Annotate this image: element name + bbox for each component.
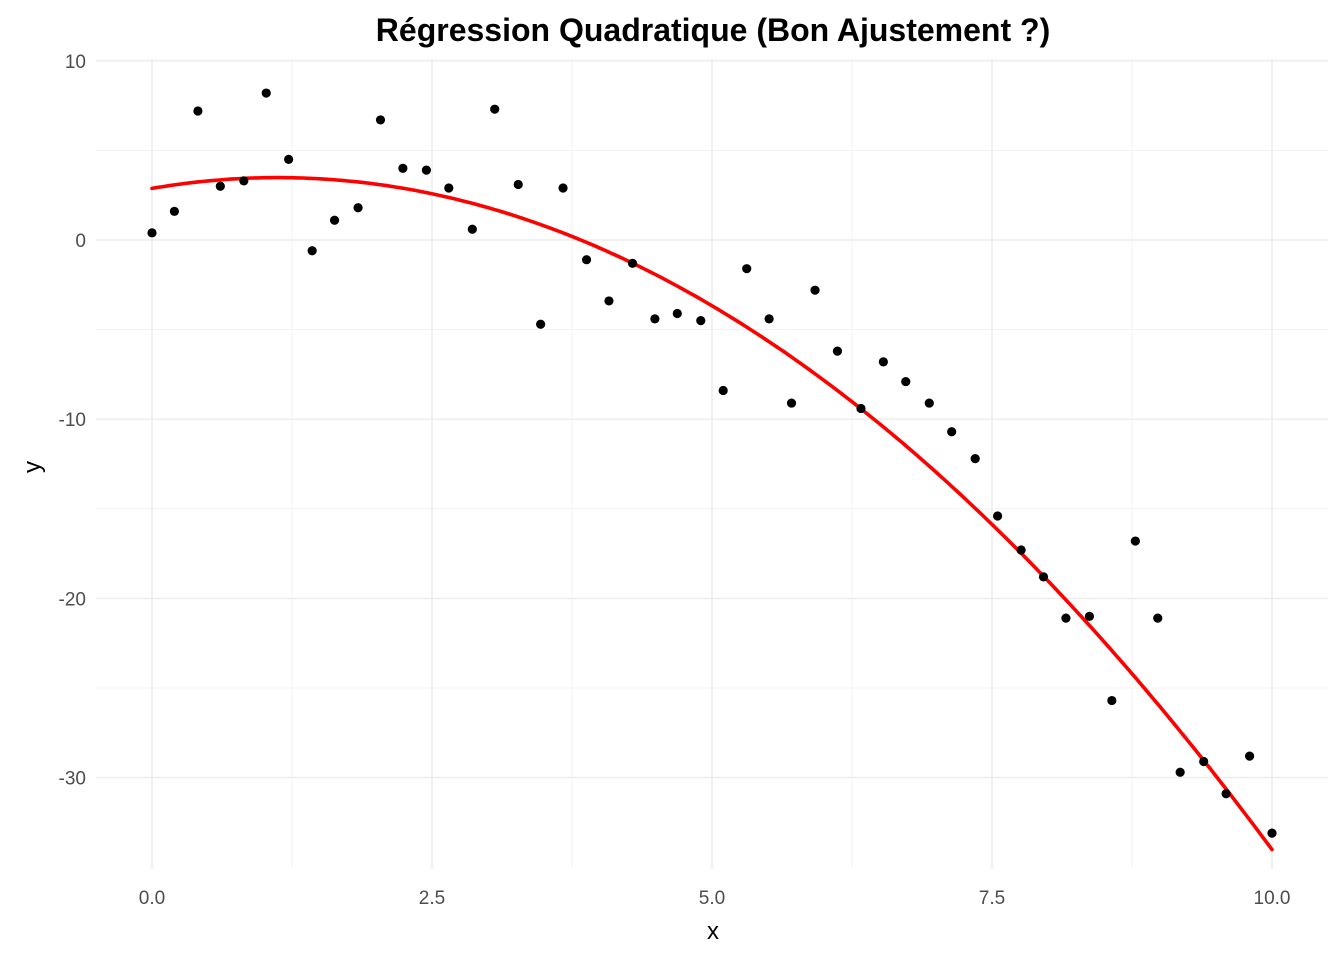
y-axis-label: y [19, 461, 46, 473]
data-point [375, 115, 386, 125]
data-point [490, 104, 500, 114]
y-tick-label: 10 [65, 52, 86, 73]
data-point [1245, 751, 1255, 761]
data-point [1199, 756, 1209, 767]
data-point [696, 316, 706, 326]
data-point [329, 215, 340, 225]
data-point [1061, 613, 1071, 623]
data-point [718, 385, 728, 396]
data-point [993, 511, 1003, 521]
data-point [353, 203, 363, 213]
y-axis-ticks: 10 0 -10 -20 -30 [59, 52, 86, 790]
data-point [924, 398, 934, 408]
x-tick-label: 10.0 [1254, 888, 1291, 909]
fit-line [150, 175, 1274, 852]
x-tick-label: 7.5 [979, 888, 1005, 909]
data-point [1038, 572, 1049, 582]
data-point [970, 454, 980, 464]
data-point [239, 176, 249, 186]
data-point [1130, 536, 1140, 546]
data-point [672, 308, 682, 319]
data-point [1221, 789, 1231, 799]
grid [96, 59, 1328, 869]
x-tick-label: 0.0 [139, 888, 165, 909]
data-point [513, 179, 523, 190]
data-point [627, 258, 638, 268]
data-point [261, 88, 271, 98]
data-point [810, 285, 820, 295]
data-point [398, 163, 408, 173]
data-point [786, 398, 797, 408]
data-point [558, 183, 568, 193]
data-point [650, 314, 660, 324]
data-points [147, 88, 1277, 838]
data-point [764, 314, 774, 324]
x-axis-ticks: 0.0 2.5 5.0 7.5 10.0 [139, 888, 1291, 909]
data-point [284, 154, 294, 164]
data-point [421, 165, 431, 175]
data-point [947, 427, 957, 437]
data-point [878, 357, 888, 367]
data-point [1153, 613, 1163, 623]
data-point [444, 183, 454, 193]
data-point [901, 376, 911, 387]
data-point [169, 206, 179, 216]
data-point [604, 296, 614, 306]
data-point [1016, 545, 1026, 555]
data-point [1267, 828, 1277, 838]
chart-title: Régression Quadratique (Bon Ajustement ?… [376, 12, 1050, 48]
data-point [536, 319, 546, 329]
data-point [1084, 611, 1095, 621]
data-point [467, 224, 477, 234]
y-tick-label: -10 [59, 410, 86, 431]
data-point [193, 106, 203, 116]
data-point [1175, 767, 1185, 777]
y-tick-label: -20 [59, 589, 86, 610]
regression-curve [150, 175, 1274, 852]
data-point [1107, 695, 1117, 706]
y-tick-label: 0 [75, 231, 86, 252]
data-point [307, 246, 317, 256]
data-point [215, 181, 225, 191]
y-tick-label: -30 [59, 769, 86, 790]
data-point [581, 255, 592, 265]
data-point [856, 403, 866, 414]
data-point [832, 346, 843, 356]
x-tick-label: 5.0 [699, 888, 725, 909]
x-tick-label: 2.5 [419, 888, 445, 909]
data-point [742, 264, 752, 274]
x-axis-label: x [707, 918, 719, 945]
data-point [147, 228, 157, 238]
